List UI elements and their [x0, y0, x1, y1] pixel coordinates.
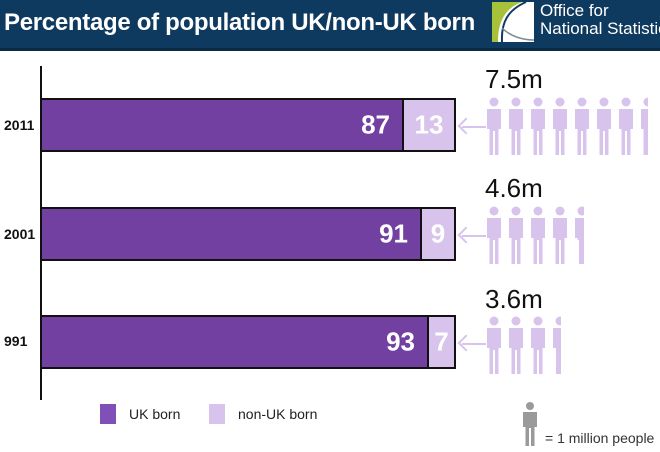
person-icon-partial	[641, 97, 648, 155]
person-icon	[487, 97, 501, 155]
arrow-icon	[462, 126, 486, 128]
bar-1991: 93 7	[40, 315, 456, 369]
chart-header: Percentage of population UK/non-UK born …	[0, 0, 660, 51]
bar-2011: 87 13	[40, 98, 456, 152]
segment-non-uk-born: 9	[422, 209, 454, 259]
count-2001: 4.6m	[485, 173, 543, 203]
person-icon	[509, 97, 523, 155]
arrow-icon	[462, 235, 486, 237]
person-icon	[531, 97, 545, 155]
person-icon	[575, 97, 589, 155]
segment-non-uk-born: 13	[404, 100, 454, 150]
person-key-icon	[523, 402, 537, 446]
arrow-icon	[462, 343, 486, 345]
people-icons-2001	[485, 206, 584, 264]
segment-uk-born: 93	[42, 317, 429, 367]
person-icon	[553, 97, 567, 155]
legend-swatch-non-uk	[209, 404, 225, 424]
y-label-2011: 2011	[4, 117, 35, 133]
legend-non-uk-born: non-UK born	[209, 404, 317, 424]
person-icon	[509, 316, 523, 374]
y-label-2001: 2001	[4, 226, 36, 242]
icon-key: = 1 million people	[521, 402, 654, 446]
people-icons-1991	[485, 316, 561, 374]
person-icon	[531, 206, 545, 264]
legend-swatch-uk	[100, 404, 116, 424]
segment-non-uk-born: 7	[429, 317, 454, 367]
person-icon	[553, 206, 567, 264]
person-icon-partial	[553, 316, 561, 374]
ons-logo-text: Office for National Statistics	[540, 1, 660, 38]
legend-uk-born: UK born	[100, 404, 180, 424]
bar-2001: 91 9	[40, 207, 456, 261]
segment-uk-born: 87	[42, 100, 404, 150]
count-2011: 7.5m	[485, 64, 543, 94]
y-label-1991: 991	[4, 333, 28, 349]
person-icon	[531, 316, 545, 374]
person-icon-partial	[575, 206, 584, 264]
ons-logo-icon	[492, 2, 534, 42]
people-icons-2011	[485, 97, 648, 155]
count-1991: 3.6m	[485, 284, 543, 314]
person-icon	[619, 97, 633, 155]
person-icon	[509, 206, 523, 264]
person-icon	[597, 97, 611, 155]
chart-title: Percentage of population UK/non-UK born	[4, 9, 475, 36]
person-icon	[487, 316, 501, 374]
segment-uk-born: 91	[42, 209, 422, 259]
person-icon	[487, 206, 501, 264]
